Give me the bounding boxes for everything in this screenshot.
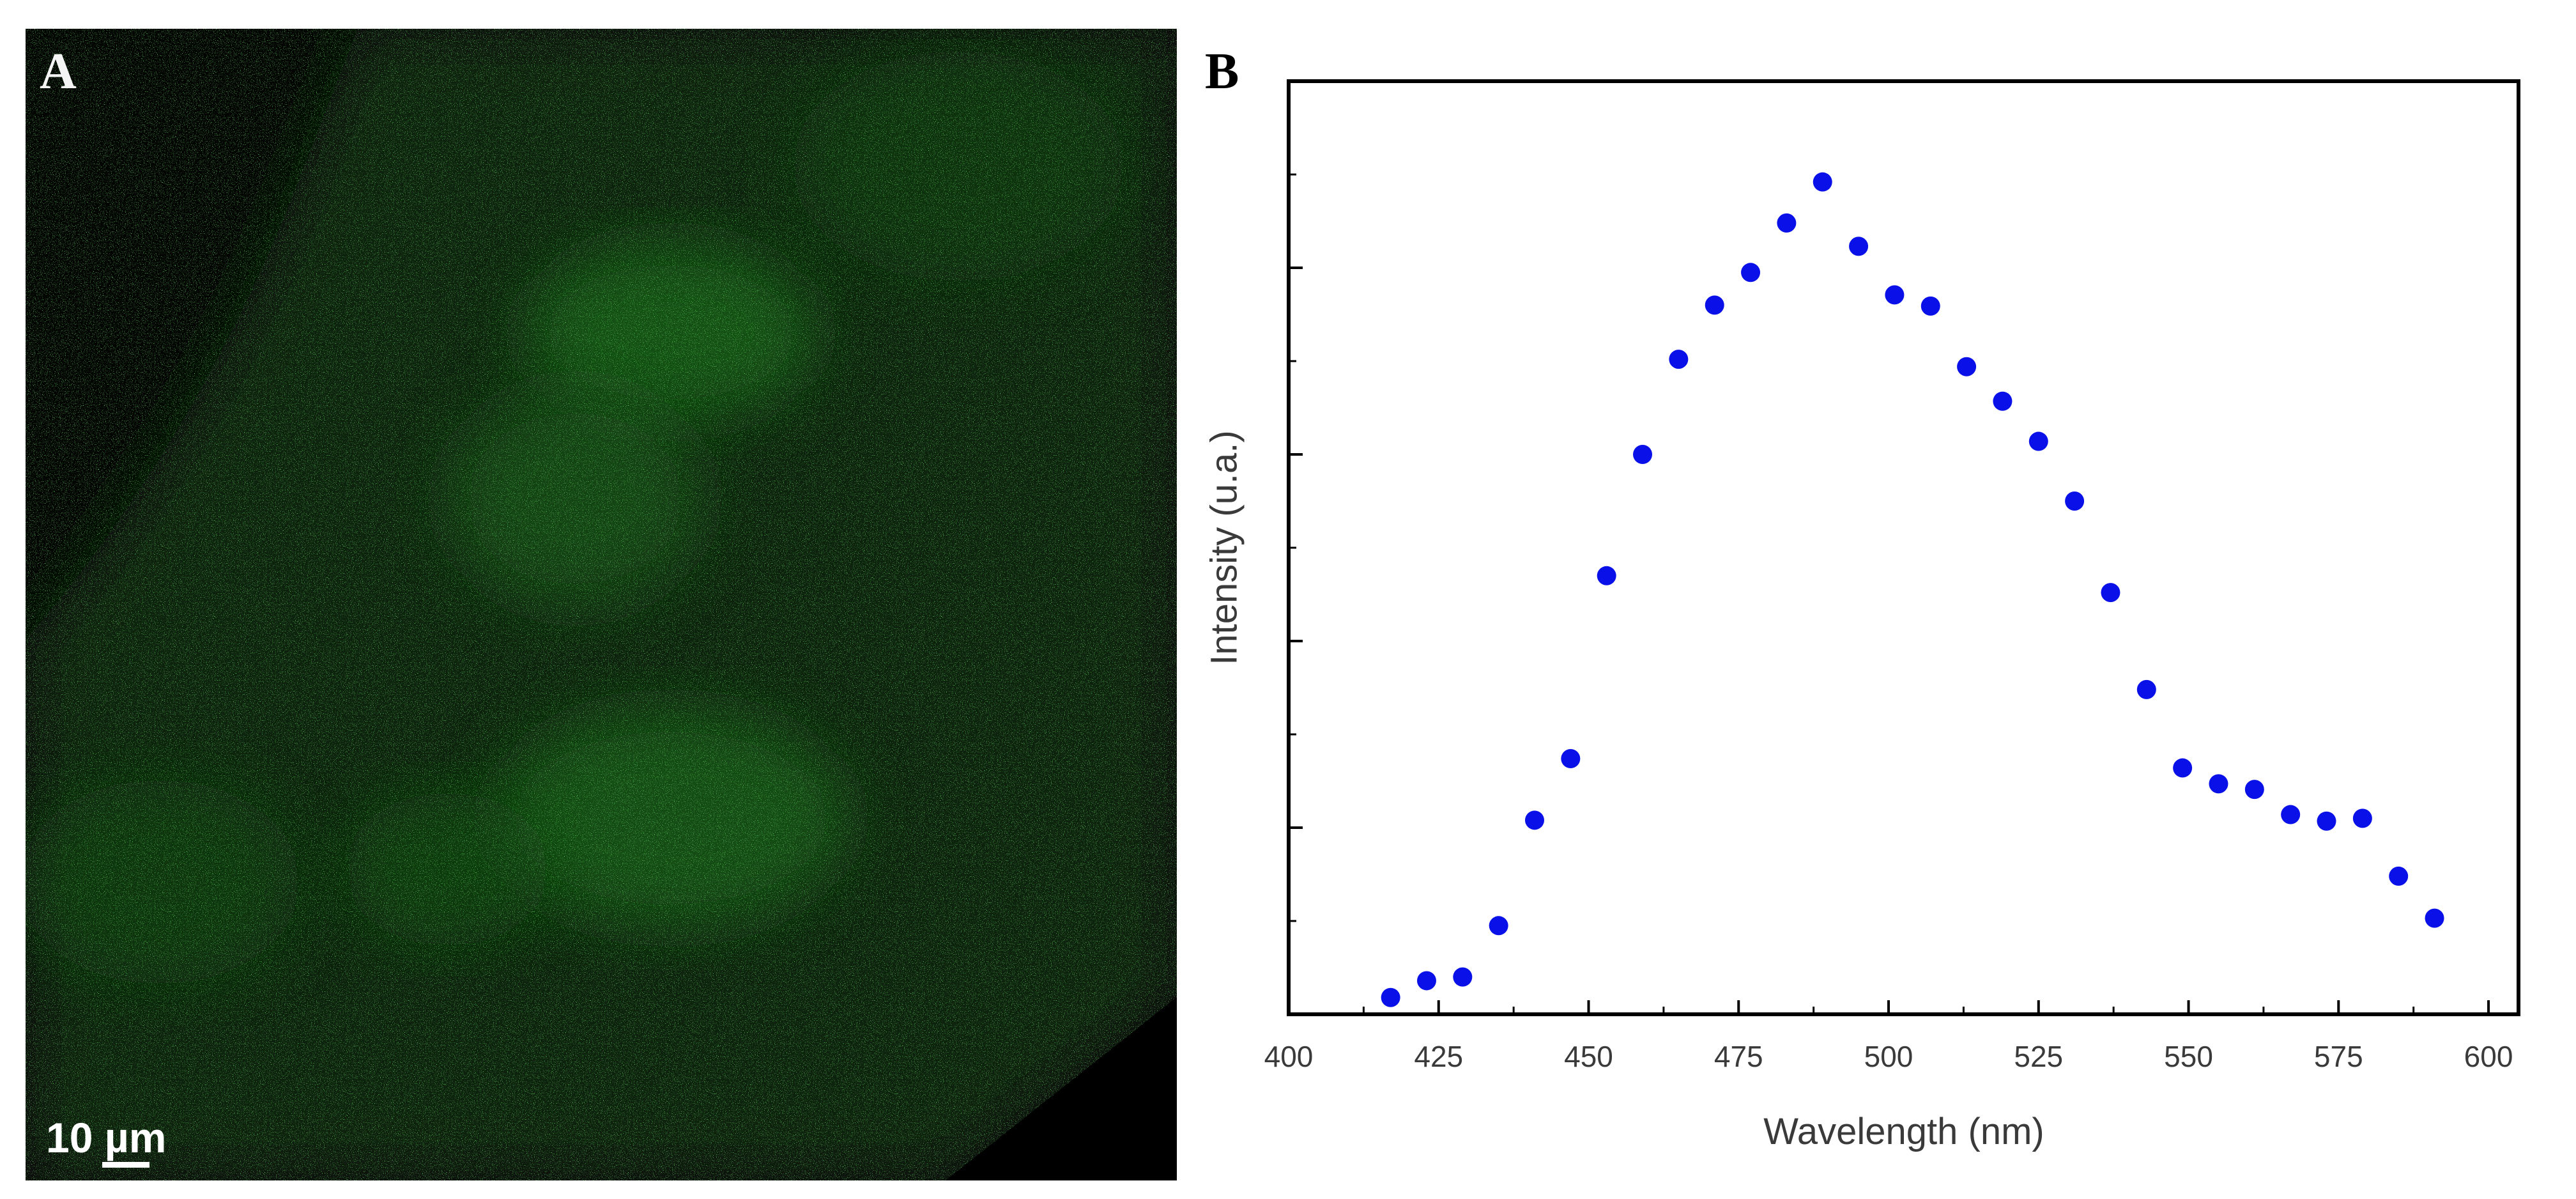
data-point	[1416, 971, 1436, 991]
data-point	[1669, 350, 1689, 369]
data-point	[2065, 491, 2085, 511]
x-tick-label: 550	[2164, 1040, 2213, 1073]
panel-a-label: A	[40, 43, 77, 100]
x-axis-tick-labels: 400 425 450 475 500 525 550 575 600	[1264, 1040, 2513, 1073]
data-point	[1381, 987, 1400, 1007]
data-point	[1993, 391, 2012, 411]
data-point	[1885, 285, 1905, 305]
data-point	[2209, 774, 2228, 794]
data-point	[2425, 908, 2444, 928]
x-tick-label: 525	[2014, 1040, 2063, 1073]
data-point	[2352, 808, 2372, 828]
data-point	[2028, 431, 2048, 451]
fluorescence-speckle	[26, 29, 1177, 1180]
x-tick-label: 400	[1264, 1040, 1314, 1073]
data-point	[1633, 445, 1653, 464]
data-point	[1489, 916, 1508, 936]
micrograph-panel: A 10 µm	[26, 29, 1177, 1180]
x-axis-ticks	[1287, 1000, 2490, 1014]
data-point	[2173, 758, 2193, 778]
data-point	[1849, 236, 1869, 256]
scale-bar	[102, 1162, 150, 1168]
y-axis-ticks	[1289, 80, 1303, 1016]
spectrum-panel: B 400 425 450 475 500 525 550 575 600 Wavelength…	[1203, 43, 2520, 1152]
data-point	[2101, 583, 2120, 603]
data-point	[1561, 748, 1581, 768]
data-point	[2281, 805, 2301, 824]
data-point	[2317, 811, 2336, 831]
data-point	[1741, 263, 1761, 282]
data-point	[1525, 810, 1544, 830]
data-point	[2389, 866, 2409, 886]
data-point	[2244, 780, 2264, 800]
data-point	[1813, 172, 1832, 192]
panel-b-label: B	[1205, 43, 1239, 100]
x-tick-label: 425	[1414, 1040, 1463, 1073]
scale-bar-label: 10 µm	[46, 1114, 166, 1161]
x-tick-label: 500	[1864, 1040, 1913, 1073]
y-axis-title: Intensity (u.a.)	[1203, 430, 1245, 665]
data-point	[1453, 967, 1473, 987]
data-point	[1597, 566, 1616, 585]
plot-frame	[1287, 79, 2520, 1016]
micrograph-image	[26, 29, 1177, 1180]
x-tick-label: 600	[2464, 1040, 2513, 1073]
data-point	[1957, 357, 1977, 376]
x-tick-label: 450	[1564, 1040, 1613, 1073]
dark-corner	[946, 997, 1177, 1180]
x-tick-label: 475	[1714, 1040, 1763, 1073]
data-point	[1705, 295, 1724, 315]
data-point	[1777, 213, 1797, 233]
data-point	[1920, 296, 1940, 316]
x-tick-label: 575	[2314, 1040, 2363, 1073]
data-point	[2136, 679, 2156, 699]
x-axis-title: Wavelength (nm)	[1763, 1111, 2044, 1152]
data-series	[1381, 172, 2444, 1007]
